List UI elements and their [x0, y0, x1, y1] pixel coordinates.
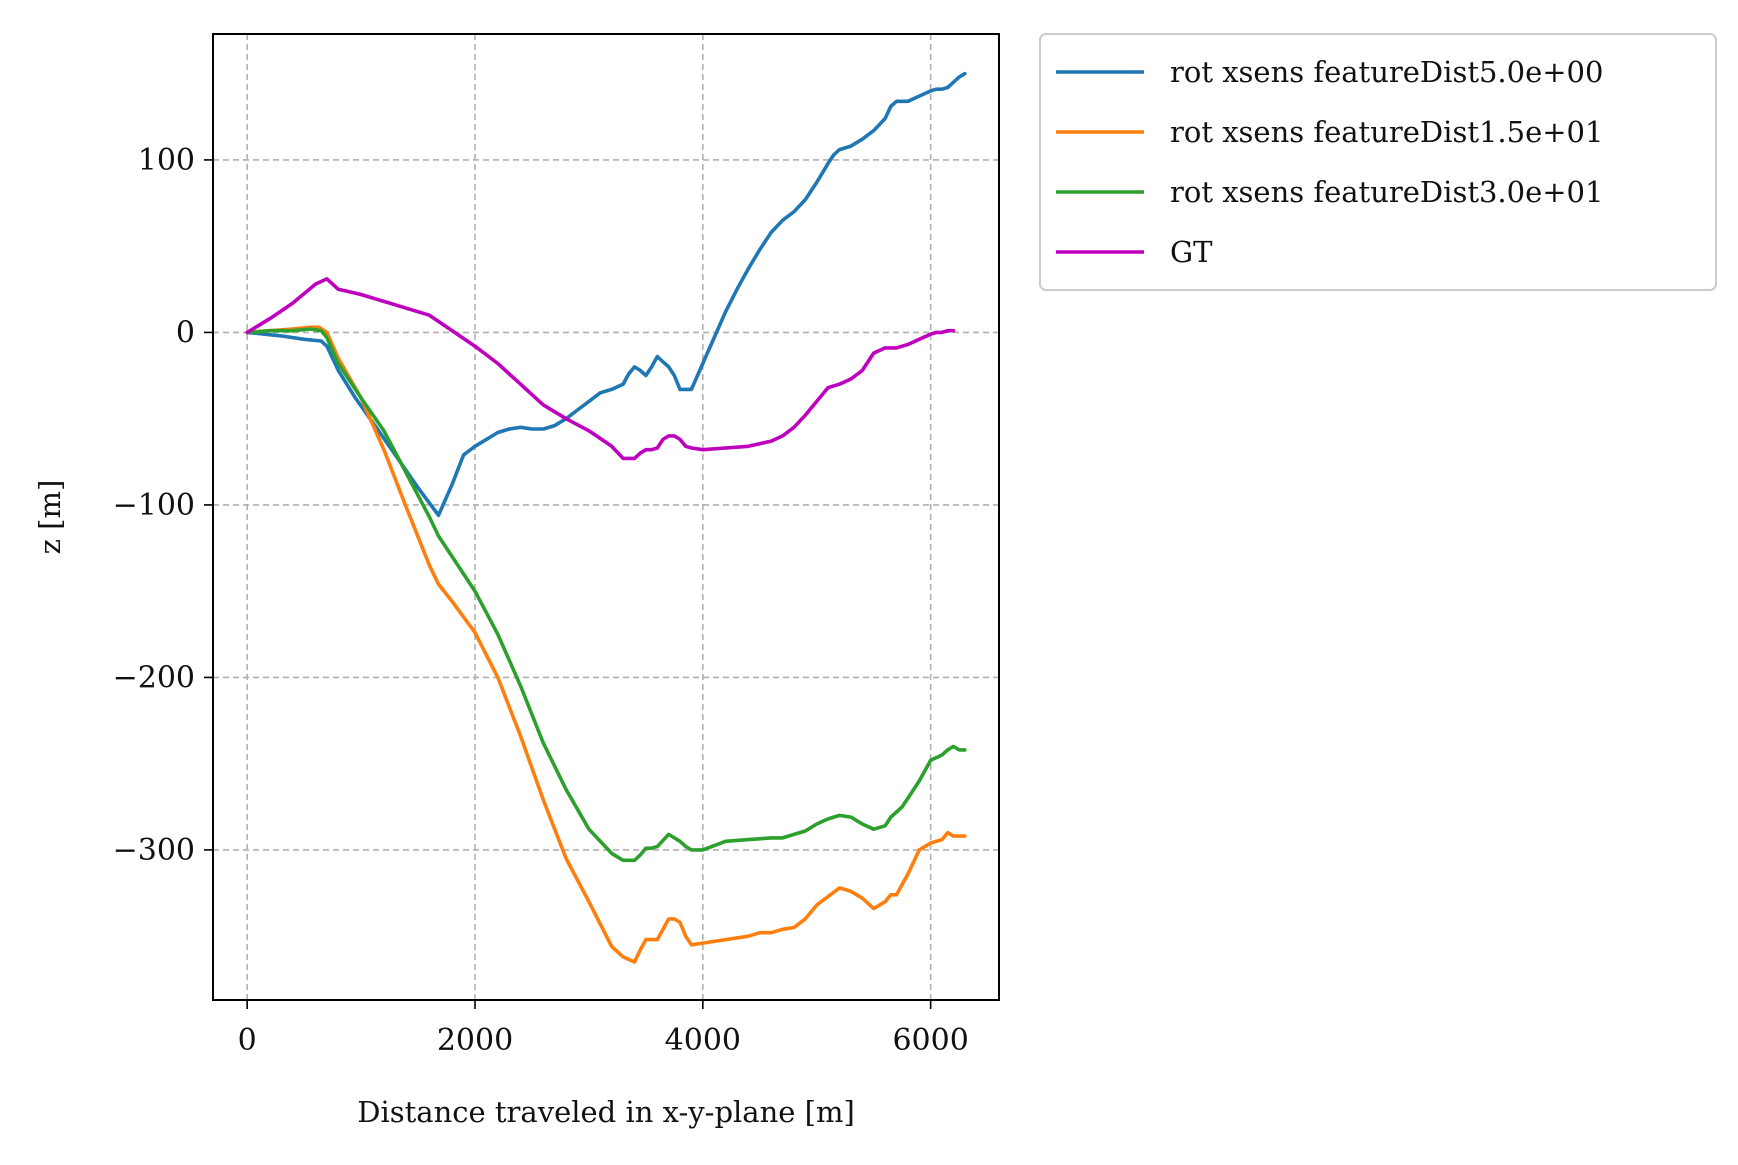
- x-axis-label: Distance traveled in x-y-plane [m]: [357, 1095, 855, 1129]
- y-tick-label: 0: [176, 315, 195, 350]
- series-group: [245, 71, 967, 964]
- y-tick-label: −100: [113, 488, 195, 523]
- legend-label: GT: [1170, 235, 1213, 269]
- x-tick-label: 6000: [892, 1023, 968, 1058]
- grid: [213, 34, 999, 1000]
- legend-label: rot xsens featureDist3.0e+01: [1170, 175, 1603, 209]
- y-tick-label: −200: [113, 660, 195, 695]
- y-axis-label: z [m]: [33, 480, 67, 555]
- plot-frame: [212, 33, 1000, 1001]
- y-tick-label: −300: [113, 833, 195, 868]
- series-line-3: [245, 327, 967, 863]
- series-line-4: [245, 277, 956, 461]
- series-line-2: [245, 325, 967, 964]
- legend-box: [1039, 33, 1717, 291]
- x-tick-label: 2000: [437, 1023, 513, 1058]
- y-tick-label: 100: [138, 143, 195, 178]
- x-tick-label: 0: [238, 1023, 257, 1058]
- legend-label: rot xsens featureDist5.0e+00: [1170, 55, 1603, 89]
- x-tick-label: 4000: [665, 1023, 741, 1058]
- legend: rot xsens featureDist5.0e+00 rot xsens fe…: [1039, 33, 1717, 291]
- series-line-1: [245, 71, 967, 518]
- legend-label: rot xsens featureDist1.5e+01: [1170, 115, 1603, 149]
- ticks: 0 2000 4000 6000 100 0 −100 −200 −300: [113, 143, 969, 1058]
